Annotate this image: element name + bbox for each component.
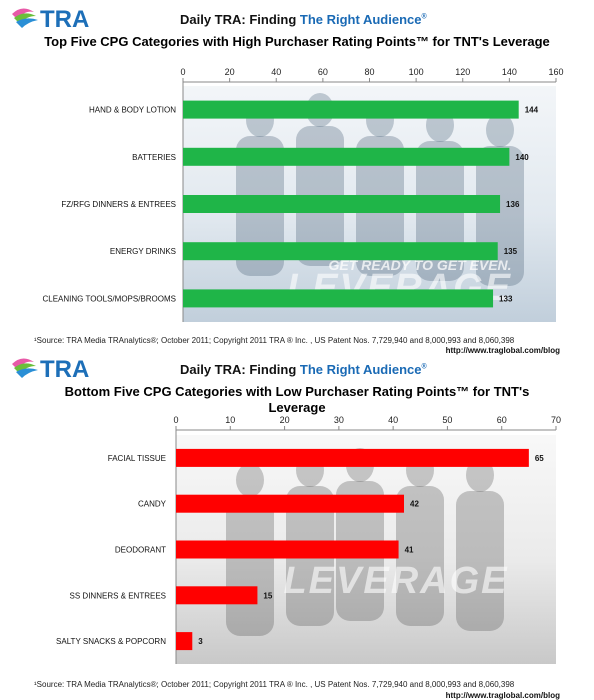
logo-text: TRA [40, 6, 89, 32]
category-label: HAND & BODY LOTION [89, 106, 176, 115]
header-highlight: The Right Audience [299, 12, 422, 27]
blog-url[interactable]: http://www.traglobal.com/blog [445, 691, 560, 700]
data-label: 3 [198, 637, 203, 646]
data-label: 42 [410, 500, 419, 509]
backdrop-figure-body [396, 486, 444, 626]
x-tick-label: 20 [225, 67, 235, 77]
chart-title: Top Five CPG Categories with High Purcha… [44, 34, 550, 49]
category-label: FACIAL TISSUE [108, 454, 166, 463]
header-prefix: Daily TRA: Finding [180, 12, 300, 27]
backdrop-figure-body [226, 496, 274, 636]
bar [183, 242, 498, 261]
blog-url[interactable]: http://www.traglobal.com/blog [445, 346, 560, 355]
x-tick-label: 50 [442, 415, 452, 425]
backdrop-figure-body [456, 491, 504, 631]
x-tick-label: 120 [455, 67, 470, 77]
bar [176, 586, 258, 605]
bar [176, 494, 404, 513]
header-prefix: Daily TRA: Finding [180, 362, 300, 377]
x-tick-label: 40 [388, 415, 398, 425]
category-label: ENERGY DRINKS [110, 247, 176, 256]
x-tick-label: 60 [318, 67, 328, 77]
data-label: 136 [506, 200, 520, 209]
bar [176, 540, 399, 559]
x-tick-label: 60 [497, 415, 507, 425]
data-label: 135 [504, 247, 518, 256]
x-tick-label: 30 [334, 415, 344, 425]
x-tick-label: 10 [225, 415, 235, 425]
header-mark: ® [421, 13, 427, 21]
data-label: 140 [515, 153, 529, 162]
source-footnote: ¹Source: TRA Media TRAnalytics®; October… [34, 336, 515, 345]
tra-logo: TRA [8, 4, 118, 32]
category-label: DEODORANT [115, 546, 166, 555]
x-tick-label: 0 [180, 67, 185, 77]
header-highlight: The Right Audience [299, 362, 422, 377]
logo-text: TRA [40, 356, 89, 382]
bar [183, 289, 494, 308]
bar [176, 632, 193, 651]
tra-logo-icon: TRA [12, 356, 89, 382]
x-tick-label: 140 [502, 67, 517, 77]
chart-panel-top: TRA Daily TRA: Finding The Right Audienc… [8, 4, 574, 355]
x-tick-label: 0 [173, 415, 178, 425]
header-mark: ® [421, 363, 427, 371]
bar [183, 100, 519, 119]
x-tick-label: 80 [364, 67, 374, 77]
x-tick-label: 40 [271, 67, 281, 77]
backdrop-logo: LEVERAGE [283, 560, 508, 602]
bar [183, 147, 510, 166]
data-label: 15 [263, 591, 272, 600]
backdrop-figure-head [236, 463, 264, 497]
category-label: CANDY [138, 500, 167, 509]
tra-logo: TRA [8, 354, 118, 382]
category-label: SS DINNERS & ENTREES [70, 591, 166, 600]
x-tick-label: 100 [409, 67, 424, 77]
bar-chart-bottom: LEVERAGE 0 10 20 30 40 50 60 70 FACIAL TISSUE 65 CA… [56, 415, 561, 664]
data-label: 133 [499, 294, 513, 303]
x-tick-label: 70 [551, 415, 561, 425]
x-tick-label: 20 [280, 415, 290, 425]
backdrop-figure-head [486, 113, 514, 147]
bar [183, 195, 501, 213]
chart-title: Bottom Five CPG Categories with Low Purc… [64, 384, 530, 415]
data-label: 65 [535, 454, 544, 463]
chart-header: Daily TRA: Finding The Right Audience® [120, 362, 574, 377]
backdrop-caption: GET READY TO GET EVEN. [328, 257, 511, 273]
chart-header: Daily TRA: Finding The Right Audience® [120, 12, 574, 27]
data-label: 144 [525, 106, 539, 115]
category-label: FZ/RFG DINNERS & ENTREES [61, 200, 176, 209]
tra-logo-icon: TRA [12, 6, 89, 32]
bar [176, 448, 529, 467]
data-label: 41 [405, 546, 414, 555]
category-label: BATTERIES [132, 153, 176, 162]
chart-panel-bottom: TRA Daily TRA: Finding The Right Audienc… [0, 350, 594, 700]
source-footnote: ¹Source: TRA Media TRAnalytics®; October… [34, 680, 515, 689]
category-label: CLEANING TOOLS/MOPS/BROOMS [42, 294, 176, 303]
category-label: SALTY SNACKS & POPCORN [56, 637, 166, 646]
x-tick-label: 160 [548, 67, 563, 77]
